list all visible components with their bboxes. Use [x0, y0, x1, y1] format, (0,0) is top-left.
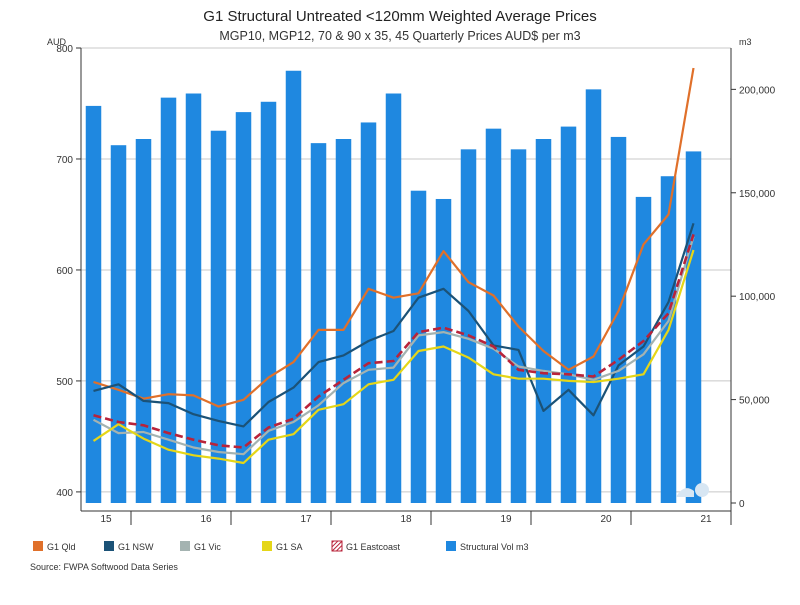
volume-bar — [185, 93, 202, 503]
x-tick-label: 19 — [500, 514, 512, 525]
x-tick-label: 16 — [200, 514, 212, 525]
legend-label-g1-qld: G1 Qld — [47, 542, 76, 552]
left-tick-label: 800 — [56, 44, 73, 55]
source-note: Source: FWPA Softwood Data Series — [30, 562, 178, 572]
volume-bar — [435, 198, 452, 503]
volume-bar — [685, 151, 702, 503]
legend-swatch-g1-nsw — [104, 541, 114, 551]
right-axis-unit: m3 — [739, 37, 752, 47]
left-tick-label: 500 — [56, 377, 73, 388]
x-tick-label: 18 — [400, 514, 412, 525]
legend-swatch-g1-vic — [180, 541, 190, 551]
legend-label-g1-sa: G1 SA — [276, 542, 303, 552]
right-tick-label: 200,000 — [739, 85, 776, 96]
series-line-g1-qld — [93, 67, 695, 408]
volume-bar — [285, 70, 302, 503]
volume-bar — [585, 89, 602, 503]
volume-bar — [210, 130, 227, 503]
x-tick-label: 21 — [700, 514, 712, 525]
x-tick-label: 17 — [300, 514, 312, 525]
volume-bar — [85, 105, 102, 503]
legend-swatch-g1-sa — [262, 541, 272, 551]
legend-swatch-g1-eastcoast — [331, 540, 343, 552]
right-tick-label: 100,000 — [739, 292, 776, 303]
volume-bar — [410, 190, 427, 504]
left-tick-label: 700 — [56, 155, 73, 166]
volume-bar — [135, 139, 152, 503]
volume-bar — [310, 143, 327, 504]
right-tick-label: 0 — [739, 499, 745, 510]
left-tick-label: 600 — [56, 266, 73, 277]
chart-title: G1 Structural Untreated <120mm Weighted … — [203, 8, 596, 25]
left-axis-unit: AUD — [47, 37, 67, 47]
legend-label-g1-eastcoast: G1 Eastcoast — [346, 542, 401, 552]
volume-bar — [110, 145, 127, 504]
volume-bar — [535, 139, 552, 503]
legend-label-g1-vic: G1 Vic — [194, 542, 221, 552]
right-tick-label: 150,000 — [739, 189, 776, 200]
legend-swatch-g1-qld — [33, 541, 43, 551]
series-line-g1-eastcoast — [93, 234, 695, 449]
volume-bars — [85, 70, 702, 504]
x-tick-label: 20 — [600, 514, 612, 525]
axes: 400 500 600 700 800 0 50,000 100,000 150,000 200,… — [56, 44, 776, 525]
legend-swatch-structural-vol-m3 — [446, 541, 456, 551]
volume-bar — [635, 196, 652, 503]
fwpa-logo-icon — [676, 483, 709, 497]
right-tick-label: 50,000 — [739, 396, 770, 407]
legend: G1 Qld G1 NSW G1 Vic G1 SA G1 Eastcoast Struc… — [33, 540, 529, 552]
fwpa-logo-leaf — [676, 488, 694, 497]
series-line-g1-vic — [92, 236, 695, 456]
volume-bar — [460, 149, 477, 503]
volume-bar — [485, 128, 502, 503]
volume-bar — [235, 112, 252, 503]
volume-bar — [660, 176, 677, 503]
left-tick-label: 400 — [56, 488, 73, 499]
volume-bar — [335, 139, 352, 503]
legend-label-structural-vol-m3: Structural Vol m3 — [460, 542, 529, 552]
legend-label-g1-nsw: G1 NSW — [118, 542, 154, 552]
chart-subtitle: MGP10, MGP12, 70 & 90 x 35, 45 Quarterly… — [219, 29, 580, 43]
price-lines — [92, 67, 695, 465]
volume-bar — [360, 122, 377, 504]
volume-bar — [260, 101, 277, 503]
volume-bar — [610, 136, 627, 503]
series-line-g1-sa — [92, 249, 695, 465]
fwpa-logo-mark — [695, 483, 709, 497]
series-line-g1-nsw — [93, 222, 695, 428]
x-tick-label: 15 — [100, 514, 112, 525]
volume-bar — [560, 126, 577, 503]
